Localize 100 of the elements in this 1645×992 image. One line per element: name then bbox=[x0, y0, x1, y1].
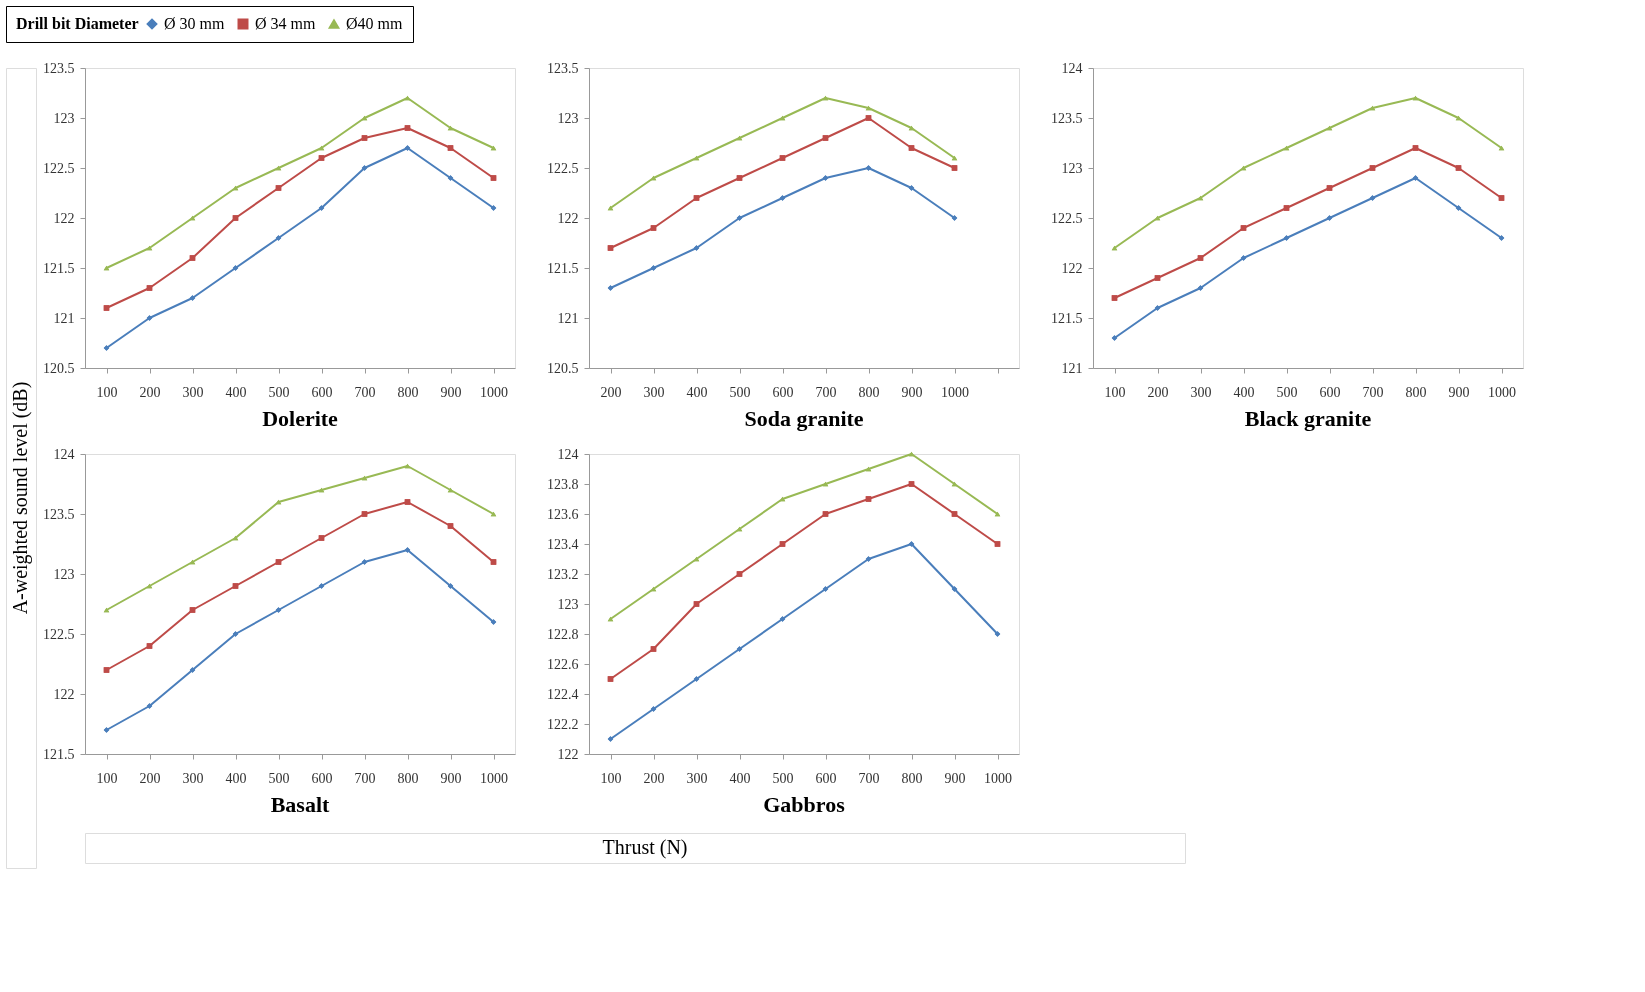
x-tick-label: 700 bbox=[354, 770, 376, 786]
y-tick-label: 124 bbox=[557, 446, 579, 462]
x-tick-label: 300 bbox=[1190, 384, 1212, 400]
point bbox=[822, 481, 829, 487]
point bbox=[404, 145, 411, 151]
point bbox=[1283, 145, 1290, 151]
point bbox=[146, 245, 153, 251]
point bbox=[736, 175, 743, 181]
point bbox=[779, 541, 786, 547]
point bbox=[650, 225, 657, 231]
point bbox=[1498, 235, 1505, 241]
x-tick-label: 600 bbox=[815, 770, 837, 786]
point bbox=[318, 155, 325, 161]
x-tick-label: 100 bbox=[600, 770, 622, 786]
point bbox=[318, 583, 325, 589]
point bbox=[490, 559, 497, 565]
point bbox=[951, 215, 958, 221]
y-tick-label: 123.5 bbox=[43, 60, 75, 76]
y-tick-label: 122.8 bbox=[547, 626, 579, 642]
point bbox=[361, 135, 368, 141]
point bbox=[404, 547, 411, 553]
text: Gabbros bbox=[763, 792, 846, 817]
point bbox=[103, 727, 110, 733]
point bbox=[447, 125, 454, 131]
point bbox=[103, 305, 110, 311]
point bbox=[146, 703, 153, 709]
y-axis-title: A-weighted sound level (dB) bbox=[9, 381, 32, 615]
point bbox=[607, 245, 614, 251]
point bbox=[189, 215, 196, 221]
y-tick-label: 120.5 bbox=[547, 360, 579, 376]
point bbox=[404, 95, 411, 101]
point bbox=[1154, 305, 1161, 311]
point bbox=[146, 643, 153, 649]
x-tick-label: 100 bbox=[1104, 384, 1126, 400]
x-tick-label: 400 bbox=[686, 384, 708, 400]
point bbox=[232, 631, 239, 637]
x-tick-label: 300 bbox=[686, 770, 708, 786]
point bbox=[736, 215, 743, 221]
point bbox=[103, 265, 110, 271]
point bbox=[1283, 235, 1290, 241]
point bbox=[490, 145, 497, 151]
point bbox=[189, 295, 196, 301]
y-tick-label: 122.5 bbox=[1051, 210, 1083, 226]
point bbox=[908, 185, 915, 191]
point bbox=[650, 706, 657, 712]
x-tick-label: 800 bbox=[858, 384, 880, 400]
point bbox=[994, 541, 1001, 547]
text: Dolerite bbox=[262, 406, 339, 431]
point bbox=[1412, 145, 1419, 151]
point bbox=[447, 487, 454, 493]
x-tick-label: 200 bbox=[600, 384, 622, 400]
point bbox=[779, 496, 786, 502]
text: Soda granite bbox=[744, 406, 864, 431]
point bbox=[951, 165, 958, 171]
point bbox=[404, 125, 411, 131]
point bbox=[1455, 115, 1462, 121]
x-tick-label: 900 bbox=[901, 384, 923, 400]
point bbox=[1326, 215, 1333, 221]
x-tick-label: 1000 bbox=[480, 384, 508, 400]
y-tick-label: 122 bbox=[1061, 260, 1083, 276]
point bbox=[1369, 105, 1376, 111]
y-tick-label: 122.6 bbox=[547, 656, 579, 672]
point bbox=[650, 175, 657, 181]
x-tick-label: 800 bbox=[397, 770, 419, 786]
point bbox=[693, 195, 700, 201]
point bbox=[607, 736, 614, 742]
point bbox=[693, 556, 700, 562]
point bbox=[951, 481, 958, 487]
text: Black granite bbox=[1244, 406, 1372, 431]
x-tick-label: 800 bbox=[397, 384, 419, 400]
point bbox=[103, 667, 110, 673]
point bbox=[693, 245, 700, 251]
point bbox=[1154, 215, 1161, 221]
y-tick-label: 121 bbox=[557, 310, 579, 326]
point bbox=[736, 646, 743, 652]
point bbox=[693, 676, 700, 682]
point bbox=[189, 667, 196, 673]
point bbox=[447, 583, 454, 589]
y-tick-label: 123 bbox=[557, 596, 579, 612]
point bbox=[189, 607, 196, 613]
point bbox=[908, 125, 915, 131]
point bbox=[404, 463, 411, 469]
point bbox=[1111, 295, 1118, 301]
point bbox=[865, 165, 872, 171]
point bbox=[607, 676, 614, 682]
x-axis-title: Thrust (N) bbox=[602, 836, 688, 859]
y-tick-label: 122 bbox=[53, 210, 75, 226]
x-tick-label: 400 bbox=[225, 384, 247, 400]
point bbox=[994, 511, 1001, 517]
point bbox=[490, 511, 497, 517]
point bbox=[822, 511, 829, 517]
point bbox=[607, 205, 614, 211]
point bbox=[1240, 165, 1247, 171]
x-tick-label: 1000 bbox=[1488, 384, 1516, 400]
y-tick-label: 121.5 bbox=[43, 746, 75, 762]
x-tick-label: 900 bbox=[440, 770, 462, 786]
point bbox=[1498, 195, 1505, 201]
point bbox=[361, 511, 368, 517]
point bbox=[1412, 175, 1419, 181]
point bbox=[908, 481, 915, 487]
